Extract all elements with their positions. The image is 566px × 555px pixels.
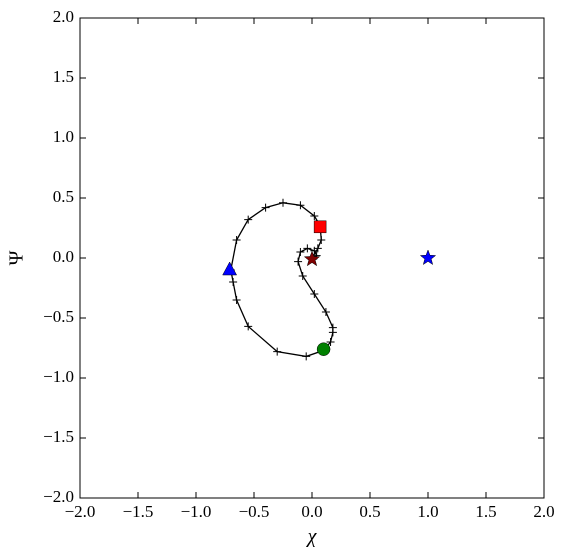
point-marker bbox=[310, 212, 319, 220]
x-tick-label: 2.0 bbox=[533, 502, 554, 521]
y-tick-label: 0.0 bbox=[53, 247, 74, 266]
star-marker bbox=[419, 249, 437, 266]
point-marker bbox=[244, 322, 253, 331]
circle-marker bbox=[316, 342, 331, 356]
x-tick-label: −1.5 bbox=[123, 502, 154, 521]
y-axis-label: Ψ bbox=[6, 250, 28, 265]
y-tick-label: 0.5 bbox=[53, 187, 74, 206]
x-tick-label: 0.0 bbox=[301, 502, 322, 521]
point-marker bbox=[296, 248, 305, 256]
point-marker bbox=[328, 323, 337, 332]
point-marker bbox=[321, 308, 330, 316]
point-marker bbox=[302, 352, 311, 361]
y-tick-label: −0.5 bbox=[43, 307, 74, 326]
x-tick-label: 1.5 bbox=[475, 502, 496, 521]
point-marker bbox=[296, 201, 305, 210]
square-marker bbox=[313, 220, 327, 234]
y-tick-label: −2.0 bbox=[43, 487, 74, 506]
x-tick-label: −0.5 bbox=[239, 502, 270, 521]
point-marker bbox=[310, 246, 319, 255]
point-marker bbox=[317, 236, 326, 244]
point-marker bbox=[232, 236, 241, 244]
y-tick-label: 2.0 bbox=[53, 7, 74, 26]
x-axis-label: χ bbox=[306, 526, 318, 548]
y-tick-label: 1.5 bbox=[53, 67, 74, 86]
point-marker bbox=[244, 215, 253, 224]
point-marker bbox=[326, 338, 335, 346]
point-marker bbox=[232, 296, 241, 304]
y-tick-label: −1.5 bbox=[43, 427, 74, 446]
x-tick-label: −2.0 bbox=[65, 502, 96, 521]
triangle-marker bbox=[222, 261, 238, 276]
y-tick-label: 1.0 bbox=[53, 127, 74, 146]
point-marker bbox=[294, 257, 303, 266]
x-tick-label: 1.0 bbox=[417, 502, 438, 521]
star-marker bbox=[303, 250, 321, 267]
point-marker bbox=[303, 244, 312, 253]
y-tick-label: −1.0 bbox=[43, 367, 74, 386]
point-marker bbox=[229, 278, 238, 286]
point-marker bbox=[310, 290, 319, 298]
point-marker bbox=[273, 347, 282, 356]
point-marker bbox=[261, 203, 270, 212]
x-tick-label: −1.0 bbox=[181, 502, 212, 521]
point-marker bbox=[298, 272, 307, 280]
x-tick-label: 0.5 bbox=[359, 502, 380, 521]
point-marker bbox=[279, 198, 287, 207]
